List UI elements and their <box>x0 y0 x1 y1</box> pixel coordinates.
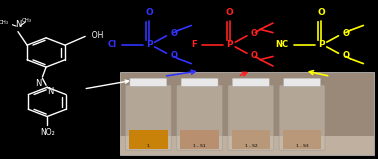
FancyBboxPatch shape <box>177 85 223 150</box>
Text: N: N <box>15 20 21 29</box>
Text: O: O <box>342 51 349 60</box>
Text: O: O <box>146 8 153 17</box>
FancyBboxPatch shape <box>284 78 321 86</box>
Text: P: P <box>318 40 325 49</box>
Text: O: O <box>342 29 349 38</box>
Text: 1 - S2: 1 - S2 <box>245 144 257 148</box>
Text: OH: OH <box>87 31 103 40</box>
Text: 1 - S1: 1 - S1 <box>193 144 206 148</box>
Text: O: O <box>318 8 325 17</box>
Text: O: O <box>226 8 234 17</box>
Text: F: F <box>191 40 197 49</box>
Text: O: O <box>251 29 258 38</box>
Text: Cl: Cl <box>107 40 116 49</box>
FancyBboxPatch shape <box>228 85 274 150</box>
Text: N: N <box>36 79 42 88</box>
Bar <box>120 136 374 155</box>
Bar <box>232 130 270 149</box>
FancyBboxPatch shape <box>232 78 269 86</box>
Bar <box>129 130 167 149</box>
Text: 1 - S3: 1 - S3 <box>296 144 308 148</box>
Bar <box>180 130 219 149</box>
Text: 1: 1 <box>147 144 150 148</box>
FancyBboxPatch shape <box>181 78 218 86</box>
Text: CH₃: CH₃ <box>22 18 32 23</box>
Text: P: P <box>226 40 233 49</box>
Bar <box>120 72 374 155</box>
Text: O: O <box>170 51 177 60</box>
FancyBboxPatch shape <box>279 85 325 150</box>
Text: N: N <box>47 87 54 96</box>
Bar <box>283 130 321 149</box>
Text: NC: NC <box>275 40 288 49</box>
FancyBboxPatch shape <box>130 78 167 86</box>
Text: O: O <box>251 51 258 60</box>
Text: NO₂: NO₂ <box>40 128 54 138</box>
Text: P: P <box>146 40 153 49</box>
Text: O: O <box>170 29 177 38</box>
Text: CH₃: CH₃ <box>0 20 8 25</box>
FancyBboxPatch shape <box>125 85 171 150</box>
